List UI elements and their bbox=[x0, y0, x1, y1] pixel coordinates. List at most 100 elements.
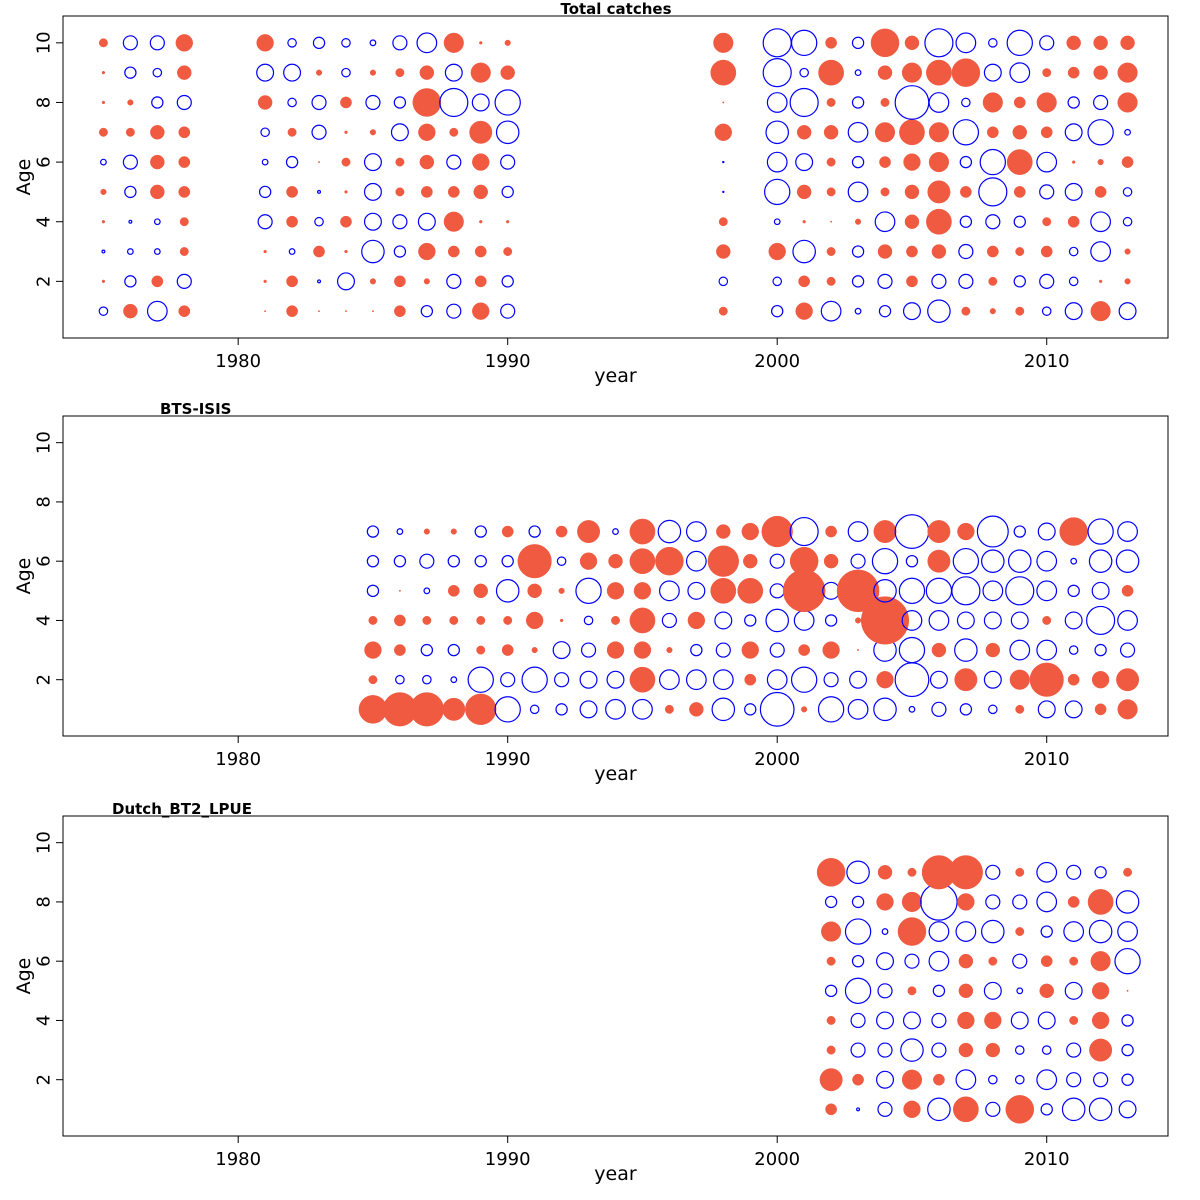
bubble-positive bbox=[984, 1011, 1002, 1030]
bubble-positive bbox=[710, 59, 737, 86]
bubble-negative bbox=[1037, 1011, 1056, 1030]
bubble-negative bbox=[928, 921, 950, 942]
bubble-positive bbox=[1042, 217, 1052, 227]
bubble-negative bbox=[124, 275, 137, 288]
bubble-positive bbox=[474, 245, 487, 258]
bubble-negative bbox=[824, 984, 838, 998]
bubble-negative bbox=[552, 641, 571, 660]
bubble-positive bbox=[476, 645, 486, 655]
bubble-negative bbox=[124, 66, 137, 79]
bubble-negative bbox=[928, 950, 950, 972]
bubble-negative bbox=[1010, 1011, 1029, 1030]
y-tick-label: 8 bbox=[34, 896, 55, 907]
bubble-positive bbox=[150, 184, 165, 200]
bubble-positive bbox=[420, 186, 433, 198]
bubble-negative bbox=[396, 528, 404, 535]
bubble-negative bbox=[420, 304, 434, 318]
bubble-negative bbox=[959, 703, 973, 716]
bubble-positive bbox=[825, 1103, 837, 1116]
bubble-negative bbox=[1070, 557, 1078, 565]
bubble-negative bbox=[336, 272, 355, 291]
bubble-positive bbox=[394, 614, 406, 627]
bubble-negative bbox=[961, 97, 971, 108]
bubble-positive bbox=[713, 32, 734, 53]
bubble-positive bbox=[931, 642, 947, 658]
bubble-positive bbox=[988, 276, 998, 286]
bubble-positive bbox=[1009, 669, 1030, 690]
bubble-negative bbox=[661, 612, 678, 629]
bubble-negative bbox=[390, 123, 409, 142]
bubble-negative bbox=[419, 553, 435, 569]
bubble-positive bbox=[1042, 68, 1052, 78]
bubble-positive bbox=[531, 647, 538, 654]
bubble-negative bbox=[959, 155, 973, 169]
bubble-positive bbox=[933, 1073, 945, 1086]
bubble-positive bbox=[398, 589, 401, 592]
bubble-positive bbox=[1013, 186, 1026, 198]
bubble-positive bbox=[577, 520, 600, 544]
bubble-negative bbox=[1036, 1069, 1058, 1091]
bubble-positive bbox=[826, 956, 836, 966]
bubble-positive bbox=[927, 549, 951, 573]
bubble-negative bbox=[773, 218, 781, 226]
bubble-negative bbox=[1036, 861, 1058, 883]
bubble-positive bbox=[1091, 1011, 1110, 1030]
bubble-negative bbox=[1041, 306, 1052, 316]
bubble-positive bbox=[986, 126, 999, 139]
bubble-positive bbox=[1117, 62, 1138, 83]
bubble-positive bbox=[418, 123, 436, 141]
bubble-negative bbox=[1090, 211, 1112, 233]
bubble-negative bbox=[556, 556, 567, 566]
bubble-positive bbox=[473, 583, 488, 599]
bubble-negative bbox=[985, 1101, 1001, 1117]
bubble-negative bbox=[422, 674, 432, 685]
bubble-positive bbox=[1015, 704, 1025, 714]
bubble-positive bbox=[344, 249, 348, 254]
bubble-negative bbox=[314, 216, 324, 227]
bubble-positive bbox=[1091, 671, 1110, 689]
bubble-positive bbox=[860, 596, 910, 645]
bubble-negative bbox=[288, 248, 296, 255]
bubble-negative bbox=[924, 28, 954, 58]
bubble-negative bbox=[744, 614, 757, 627]
bubble-positive bbox=[313, 245, 325, 258]
bubble-negative bbox=[985, 214, 1001, 230]
bubble-positive bbox=[1121, 584, 1134, 597]
bubble-positive bbox=[606, 582, 625, 600]
bubble-negative bbox=[287, 38, 297, 48]
bubble-positive bbox=[344, 190, 348, 194]
bubble-negative bbox=[423, 587, 431, 595]
bubble-positive bbox=[953, 1096, 979, 1123]
bubble-positive bbox=[954, 668, 978, 692]
bubble-positive bbox=[178, 186, 191, 198]
bubble-negative bbox=[793, 610, 815, 631]
bubble-negative bbox=[1012, 953, 1028, 969]
x-tick-label: 1990 bbox=[485, 1149, 531, 1170]
bubble-positive bbox=[263, 279, 267, 284]
bubble-positive bbox=[826, 1045, 836, 1055]
bubble-positive bbox=[795, 302, 813, 320]
bubble-negative bbox=[474, 525, 487, 538]
bubble-positive bbox=[287, 127, 297, 137]
bubble-positive bbox=[826, 1015, 836, 1025]
bubble-positive bbox=[907, 986, 917, 996]
bubble-negative bbox=[393, 96, 407, 109]
bubble-positive bbox=[958, 953, 974, 969]
bubble-positive bbox=[1117, 92, 1138, 113]
bubble-positive bbox=[904, 184, 920, 200]
bubble-negative bbox=[1115, 890, 1140, 914]
bubble-negative bbox=[722, 160, 725, 164]
bubble-negative bbox=[898, 577, 926, 605]
bubble-negative bbox=[958, 243, 974, 260]
bubble-positive bbox=[504, 39, 511, 46]
bubble-negative bbox=[877, 1101, 893, 1117]
bubble-negative bbox=[851, 895, 865, 909]
bubble-negative bbox=[365, 94, 381, 111]
bubble-positive bbox=[852, 1073, 864, 1086]
bubble-negative bbox=[317, 189, 322, 194]
bubble-positive bbox=[369, 69, 376, 76]
bubble-positive bbox=[394, 275, 406, 288]
bubble-negative bbox=[659, 580, 680, 602]
bubble-positive bbox=[1072, 160, 1076, 164]
bubble-negative bbox=[1005, 576, 1035, 606]
